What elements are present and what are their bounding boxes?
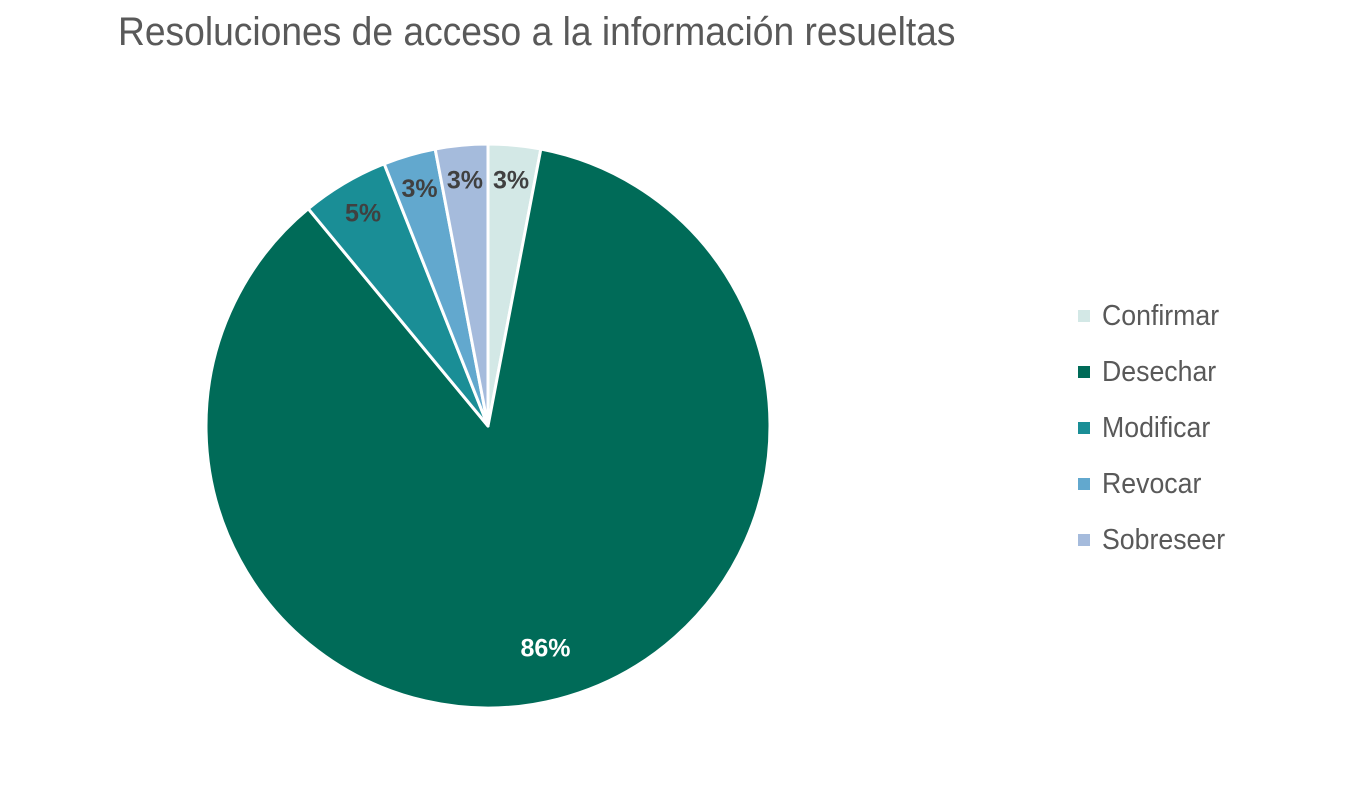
data-label-revocar: 3% <box>401 175 437 203</box>
legend-label: Confirmar <box>1102 299 1220 332</box>
data-label-desechar: 86% <box>520 635 570 663</box>
legend-swatch <box>1078 534 1090 546</box>
chart-title: Resoluciones de acceso a la información … <box>118 10 956 54</box>
legend-item-desechar: Desechar <box>1078 344 1236 400</box>
legend-swatch <box>1078 310 1090 322</box>
legend-label: Desechar <box>1102 355 1217 388</box>
legend-swatch <box>1078 422 1090 434</box>
pie-slice-sobreseer <box>433 142 490 428</box>
legend-label: Modificar <box>1102 411 1211 444</box>
legend-item-confirmar: Confirmar <box>1078 288 1236 344</box>
data-label-modificar: 5% <box>345 199 381 227</box>
data-label-confirmar: 3% <box>493 166 529 194</box>
legend-item-sobreseer: Sobreseer <box>1078 512 1236 568</box>
legend: Confirmar Desechar Modificar Revocar Sobrese… <box>1078 288 1236 568</box>
data-label-sobreseer: 3% <box>447 166 483 194</box>
pie-data-labels: 3% 86% 5% 3% 3% <box>345 166 570 662</box>
legend-label: Sobreseer <box>1102 523 1226 556</box>
legend-label: Revocar <box>1102 467 1202 500</box>
legend-item-modificar: Modificar <box>1078 400 1236 456</box>
legend-swatch <box>1078 478 1090 490</box>
legend-item-revocar: Revocar <box>1078 456 1236 512</box>
pie-slice-desechar <box>204 147 772 710</box>
pie-slices <box>204 142 772 710</box>
legend-swatch <box>1078 366 1090 378</box>
